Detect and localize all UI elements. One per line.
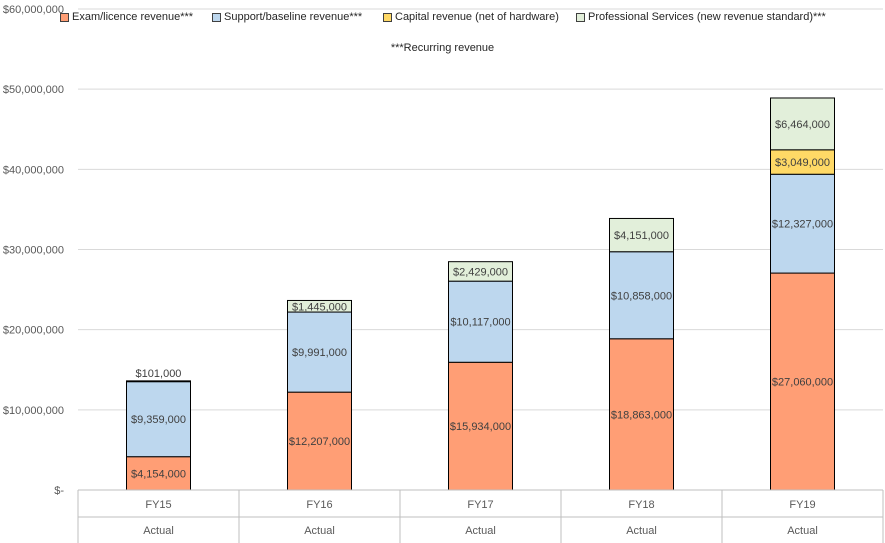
data-label: $15,934,000	[450, 421, 511, 433]
x-tick-label: FY15	[145, 499, 171, 511]
bar-segment	[770, 97, 835, 151]
data-label: $4,154,000	[131, 468, 186, 480]
bars: $4,154,000 $9,359,000 $101,000 $12,207,000 $…	[126, 97, 835, 491]
legend-item-professional: Professional Services (new revenue stand…	[576, 11, 826, 23]
data-label: $3,049,000	[775, 157, 830, 169]
legend-label-exam: Exam/licence revenue***	[72, 11, 194, 23]
legend-label-professional: Professional Services (new revenue stand…	[588, 11, 826, 23]
y-tick-label: $20,000,000	[3, 325, 64, 337]
bar-segment	[448, 280, 513, 363]
bar-segment	[287, 391, 352, 491]
x-tick-label: FY16	[306, 499, 332, 511]
y-tick-label: $30,000,000	[3, 245, 64, 257]
data-label: $12,207,000	[289, 436, 350, 448]
legend-label-support: Support/baseline revenue***	[224, 11, 363, 23]
bar-segment	[126, 380, 191, 383]
y-tick-label: $60,000,000	[3, 4, 64, 16]
x-tick-label: FY19	[789, 499, 815, 511]
data-label: $9,359,000	[131, 414, 186, 426]
legend-swatch-professional	[576, 12, 585, 22]
x-sublabel: Actual	[304, 525, 335, 537]
y-tick-label: $-	[54, 485, 64, 497]
data-label: $18,863,000	[611, 409, 672, 421]
y-tick-label: $10,000,000	[3, 405, 64, 417]
x-axis: FY15 Actual FY16 Actual FY17 Actual FY18 Actual…	[77, 489, 884, 543]
gridlines	[78, 8, 883, 411]
bar-segment	[770, 149, 835, 175]
data-label: $27,060,000	[772, 377, 833, 389]
data-label: $1,445,000	[292, 301, 347, 313]
data-label: $10,858,000	[611, 290, 672, 302]
bar-segment	[609, 217, 674, 253]
legend-item-support: Support/baseline revenue***	[212, 11, 362, 23]
legend-label-capital: Capital revenue (net of hardware)	[395, 11, 559, 23]
legend-item-exam: Exam/licence revenue***	[60, 11, 193, 23]
x-tick-label: FY18	[628, 499, 654, 511]
legend-item-capital: Capital revenue (net of hardware)	[383, 11, 559, 23]
data-label: $9,991,000	[292, 347, 347, 359]
x-tick-label: FY17	[467, 499, 493, 511]
bar-segment	[126, 381, 191, 458]
bar-segment	[609, 338, 674, 491]
x-sublabel: Actual	[626, 525, 657, 537]
y-tick-label: $50,000,000	[3, 84, 64, 96]
recurring-revenue-note: ***Recurring revenue	[390, 42, 495, 54]
data-label: $12,327,000	[772, 219, 833, 231]
x-sublabel: Actual	[465, 525, 496, 537]
data-label: $10,117,000	[450, 317, 510, 329]
data-label: $6,464,000	[775, 119, 830, 131]
data-label: $2,429,000	[453, 266, 508, 278]
y-axis: $- $10,000,000 $20,000,000 $30,000,000 $40,0…	[3, 4, 65, 497]
legend-swatch-capital	[383, 12, 392, 22]
y-tick-label: $40,000,000	[3, 164, 64, 176]
legend-swatch-support	[212, 12, 221, 22]
bar-segment	[448, 261, 513, 282]
bar-segment	[770, 173, 835, 274]
bar-segment	[287, 299, 352, 313]
x-sublabel: Actual	[787, 525, 818, 537]
data-label: $101,000	[136, 368, 182, 380]
x-sublabel: Actual	[143, 525, 174, 537]
bar-segment	[770, 272, 835, 491]
legend-swatch-exam	[60, 12, 69, 22]
data-label: $4,151,000	[614, 230, 669, 242]
